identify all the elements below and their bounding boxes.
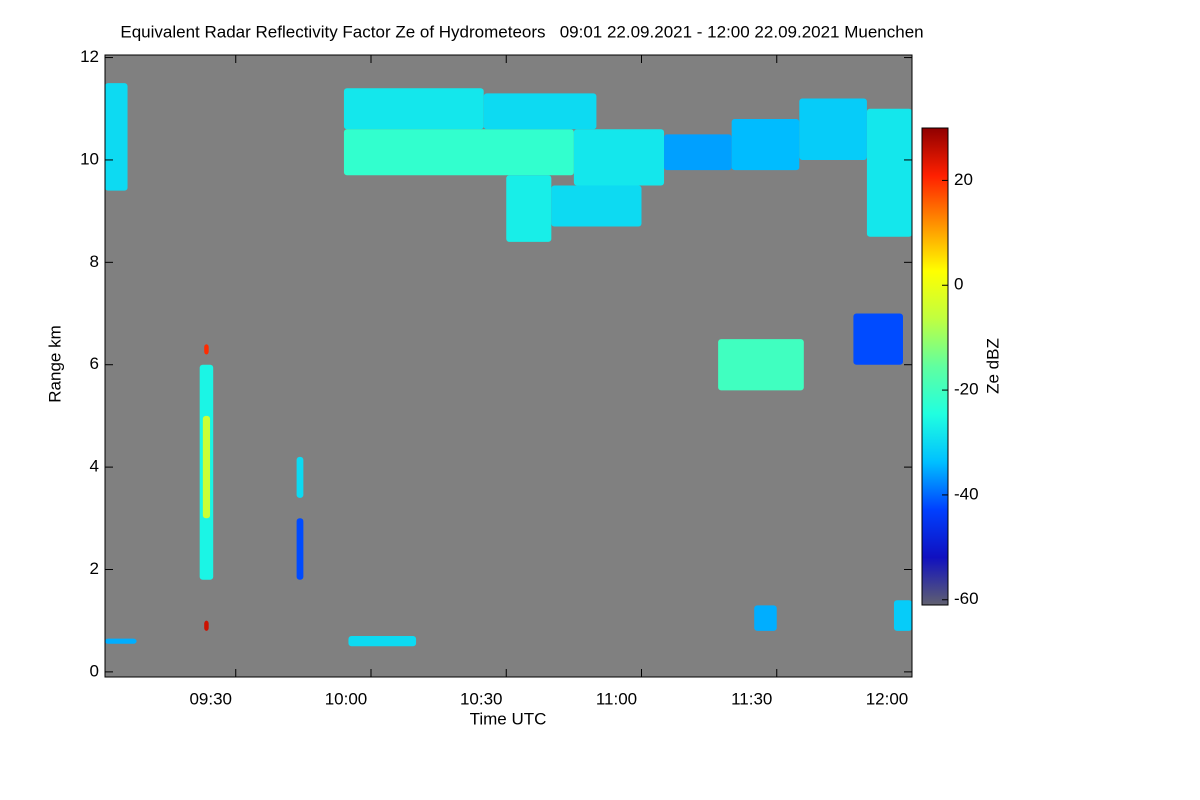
echo-cell [202,415,211,519]
colorbar-label: Ze dBZ [983,338,1002,394]
colorbar-tick-label: -20 [954,380,979,399]
x-tick-label: 09:30 [189,689,232,708]
plot-area [105,55,912,677]
echo-cell [296,456,304,498]
echo-cell [204,620,209,631]
echo-cell [799,98,867,160]
echo-cell [506,175,552,242]
y-tick-label: 2 [90,559,99,578]
echo-cell [204,344,209,355]
x-tick-label: 12:00 [866,689,909,708]
x-tick-label: 10:30 [460,689,503,708]
echo-cell [573,129,665,186]
x-tick-label: 11:00 [596,689,637,708]
echo-cell [105,638,137,644]
echo-cell [893,600,912,631]
x-axis-label: Time UTC [470,709,547,728]
x-tick-label: 10:00 [325,689,368,708]
echo-cell [348,636,417,647]
y-tick-label: 8 [90,252,99,271]
colorbar-tick-label: 20 [954,170,973,189]
echo-cell [551,185,642,227]
echo-cell [105,83,128,191]
echo-cell [866,108,912,237]
echo-cell [296,518,304,580]
colorbar-tick-label: 0 [954,275,963,294]
echo-cell [664,134,732,171]
y-tick-label: 4 [90,457,99,476]
x-tick-label: 11:30 [731,689,772,708]
y-tick-label: 10 [80,149,99,168]
colorbar [921,127,949,606]
y-axis-label: Range km [45,325,64,402]
echo-cell [343,88,484,130]
echo-cell [483,93,597,130]
colorbar-tick-label: -60 [954,589,979,608]
y-tick-label: 0 [90,661,99,680]
colorbar-tick-label: -40 [954,484,979,503]
plot-frame [104,54,913,678]
y-tick-label: 6 [90,354,99,373]
echo-cell [718,339,804,391]
echo-cell [343,129,574,176]
chart-title: Equivalent Radar Reflectivity Factor Ze … [120,22,923,41]
echo-cell [754,605,777,631]
echo-cell [853,313,903,365]
echo-cell [731,118,800,171]
y-tick-label: 12 [80,47,99,66]
